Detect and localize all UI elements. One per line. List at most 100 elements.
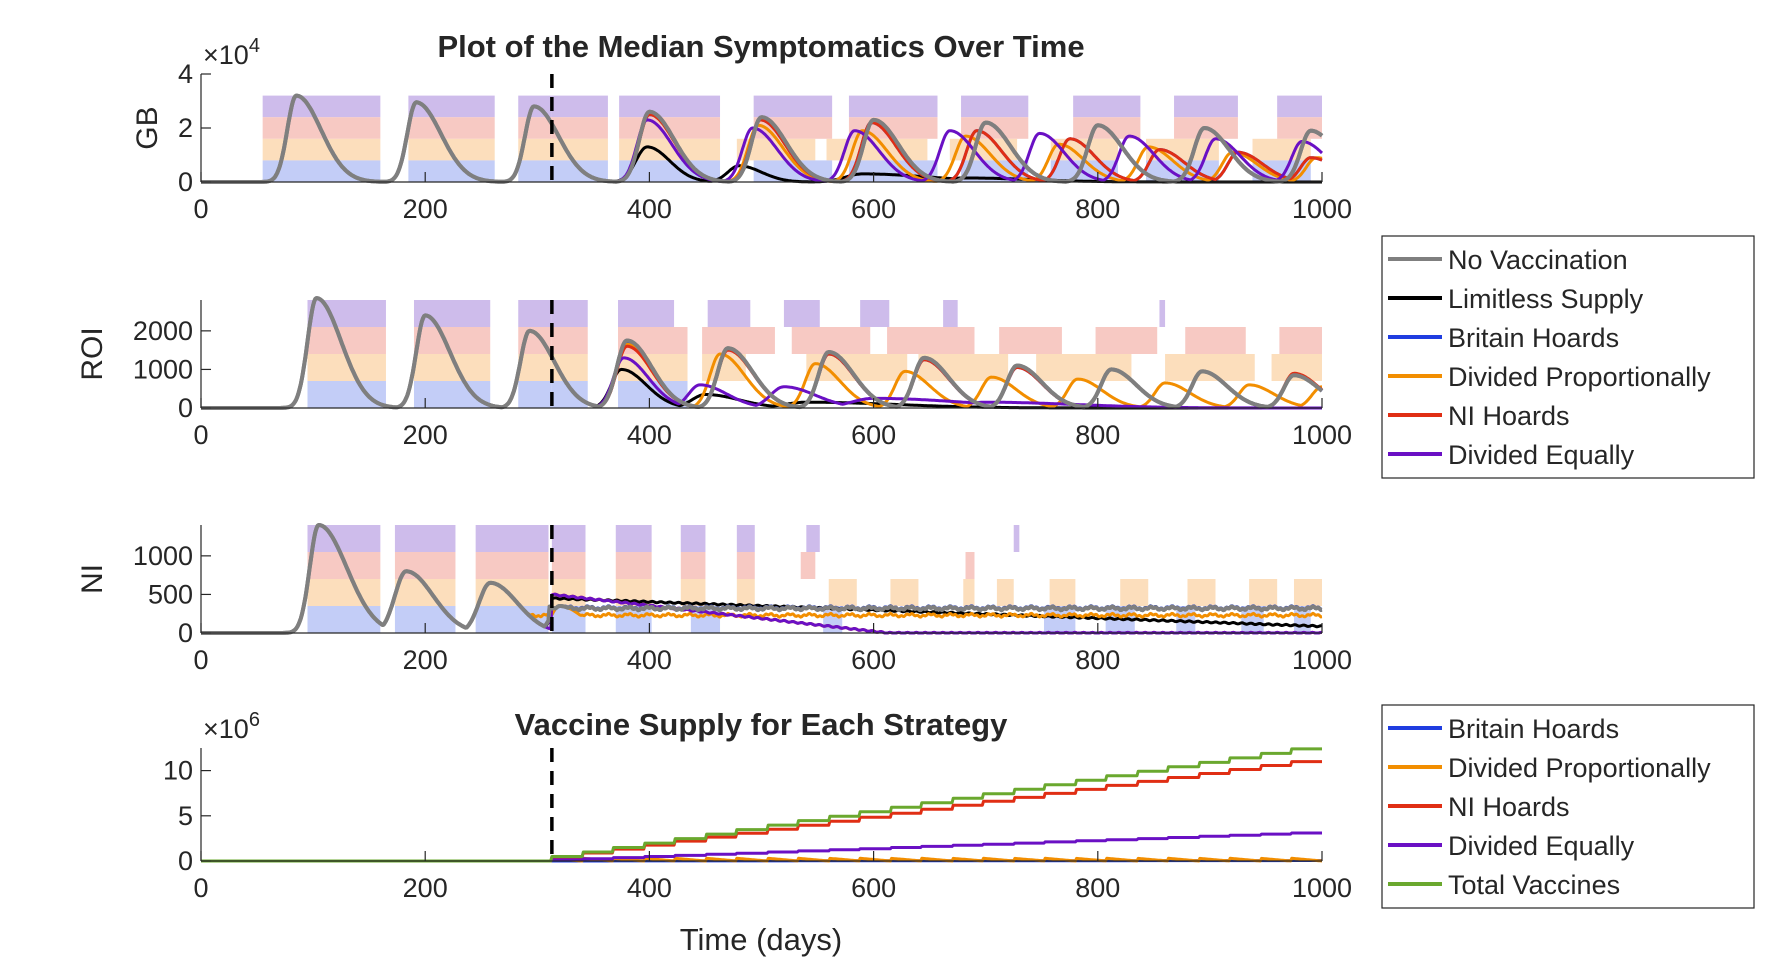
shade-band-gb-0-4 <box>619 95 721 118</box>
panel-title-supply: Vaccine Supply for Each Strategy <box>515 707 1008 742</box>
x-tick-label-roi-0: 0 <box>193 420 208 450</box>
shade-band-gb-2-3 <box>551 138 608 161</box>
x-tick-label-roi-2: 400 <box>627 420 672 450</box>
shade-band-roi-1-8 <box>999 327 1062 354</box>
shade-band-ni-0-2 <box>475 525 549 552</box>
shade-band-gb-2-0 <box>262 138 381 161</box>
shade-band-gb-0-7 <box>961 95 1029 118</box>
shade-band-gb-3-2 <box>518 160 552 182</box>
y-tick-label-gb-2: 4 <box>178 59 193 89</box>
shade-band-roi-3-2 <box>518 381 552 408</box>
y-tick-label-ni-1: 500 <box>148 579 193 609</box>
shade-band-ni-2-0 <box>307 579 381 606</box>
axis-multiplier-gb: ×104 <box>203 35 260 70</box>
shade-band-roi-0-2 <box>518 300 552 327</box>
shade-band-ni-1-5 <box>680 552 706 579</box>
shade-band-roi-1-0 <box>307 327 386 354</box>
x-tick-label-ni-2: 400 <box>627 645 672 675</box>
shade-band-roi-1-9 <box>1095 327 1158 354</box>
shade-band-roi-0-5 <box>707 300 751 327</box>
shade-band-roi-1-3 <box>551 327 588 354</box>
shade-band-roi-1-7 <box>887 327 975 354</box>
y-tick-label-supply-1: 5 <box>178 801 193 831</box>
shade-band-ni-2-3 <box>551 579 586 606</box>
shade-band-gb-0-8 <box>1073 95 1141 118</box>
y-axis-label-roi: ROI <box>76 327 109 380</box>
shade-band-ni-3-9 <box>1176 606 1196 633</box>
shade-band-roi-0-1 <box>413 300 491 327</box>
x-tick-label-supply-1: 200 <box>403 873 448 903</box>
y-tick-label-supply-0: 0 <box>178 846 193 876</box>
shade-band-gb-0-3 <box>551 95 608 118</box>
shade-band-ni-2-10 <box>996 579 1014 606</box>
y-tick-label-ni-2: 1000 <box>133 541 193 571</box>
shade-band-roi-0-0 <box>307 300 386 327</box>
legend-bottom-label-0: Britain Hoards <box>1448 714 1619 744</box>
legend-top-label-4: NI Hoards <box>1448 401 1570 431</box>
y-tick-label-roi-0: 0 <box>178 393 193 423</box>
legend-top-label-3: Divided Proportionally <box>1448 362 1711 392</box>
x-tick-label-gb-2: 400 <box>627 194 672 224</box>
shade-band-ni-2-12 <box>1120 579 1149 606</box>
shade-band-gb-2-2 <box>518 138 552 161</box>
legend-bottom-label-2: NI Hoards <box>1448 792 1570 822</box>
shade-band-ni-1-2 <box>475 552 549 579</box>
x-axis-label: Time (days) <box>680 922 842 957</box>
shade-band-ni-0-6 <box>736 525 755 552</box>
shade-band-ni-0-1 <box>394 525 456 552</box>
shade-band-gb-1-10 <box>1277 117 1322 139</box>
shade-band-roi-1-1 <box>413 327 491 354</box>
shade-band-gb-2-10 <box>1252 138 1311 161</box>
axis-exponent-supply: 6 <box>249 709 260 731</box>
shade-band-gb-0-5 <box>753 95 833 118</box>
y-tick-label-roi-2: 2000 <box>133 316 193 346</box>
shade-band-ni-1-3 <box>551 552 586 579</box>
shade-band-roi-3-1 <box>413 381 491 408</box>
x-tick-label-ni-4: 800 <box>1075 645 1120 675</box>
x-tick-label-roi-5: 1000 <box>1292 420 1352 450</box>
x-tick-label-supply-2: 400 <box>627 873 672 903</box>
x-tick-label-gb-0: 0 <box>193 194 208 224</box>
panel-ni: 0 200 400 600 800 1000 0 500 1000 NI <box>76 523 1352 675</box>
shade-band-ni-2-15 <box>1293 579 1322 606</box>
shade-band-gb-3-4 <box>619 160 721 182</box>
shade-band-gb-1-3 <box>551 117 608 139</box>
x-tick-label-gb-5: 1000 <box>1292 194 1352 224</box>
shade-band-ni-0-3 <box>551 525 586 552</box>
x-tick-label-roi-1: 200 <box>403 420 448 450</box>
y-tick-label-gb-1: 2 <box>178 113 193 143</box>
legend-bottom: Britain Hoards Divided Proportionally NI H… <box>1381 704 1755 909</box>
shade-band-gb-1-1 <box>408 117 495 139</box>
shade-band-roi-1-5 <box>702 327 775 354</box>
shade-band-ni-1-8 <box>965 552 975 579</box>
x-tick-label-roi-4: 800 <box>1075 420 1120 450</box>
shade-band-roi-0-7 <box>860 300 890 327</box>
shade-band-ni-3-10 <box>1241 606 1264 633</box>
shade-band-ni-0-5 <box>680 525 706 552</box>
x-tick-label-supply-3: 600 <box>851 873 896 903</box>
shade-band-ni-2-8 <box>890 579 919 606</box>
shade-band-roi-0-8 <box>943 300 958 327</box>
series-line-roi-6 <box>200 296 1324 410</box>
shade-band-roi-0-3 <box>551 300 588 327</box>
shade-band-roi-0-9 <box>1159 300 1166 327</box>
shade-band-roi-2-9 <box>1165 354 1255 381</box>
shade-band-gb-0-6 <box>848 95 938 118</box>
legend-top-label-1: Limitless Supply <box>1448 284 1644 314</box>
shade-band-gb-2-4 <box>619 138 721 161</box>
x-tick-label-ni-5: 1000 <box>1292 645 1352 675</box>
shade-band-ni-2-14 <box>1249 579 1278 606</box>
shade-band-ni-2-5 <box>680 579 706 606</box>
shade-band-roi-0-4 <box>618 300 675 327</box>
shade-band-ni-0-4 <box>615 525 652 552</box>
y-tick-label-roi-1: 1000 <box>133 354 193 384</box>
shade-band-gb-0-9 <box>1174 95 1238 118</box>
x-tick-label-supply-5: 1000 <box>1292 873 1352 903</box>
shade-band-roi-1-10 <box>1185 327 1246 354</box>
legend-bottom-label-3: Divided Equally <box>1448 831 1635 861</box>
y-axis-label-ni: NI <box>76 564 109 594</box>
legend-top-box <box>1381 235 1755 479</box>
x-tick-label-supply-4: 800 <box>1075 873 1120 903</box>
